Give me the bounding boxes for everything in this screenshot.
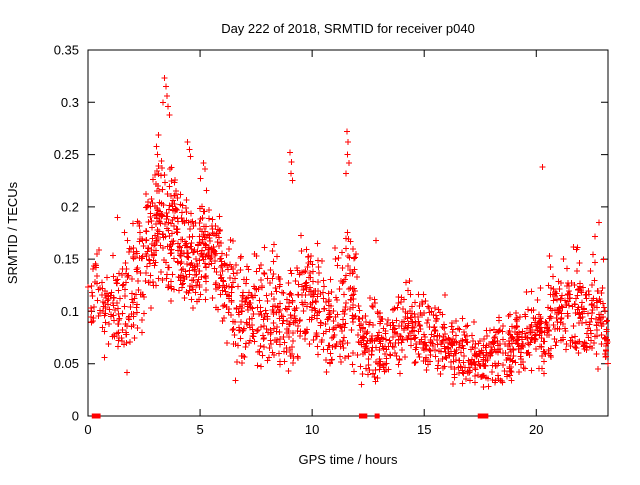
data-points [85,75,611,390]
y-tick-label: 0.2 [61,199,79,214]
y-tick-label: 0.15 [54,252,79,267]
y-tick-label: 0.25 [54,147,79,162]
y-tick-label: 0.3 [61,95,79,110]
x-tick-label: 15 [417,422,431,437]
baseline-square-marker [483,413,489,419]
x-tick-label: 20 [529,422,543,437]
baseline-square-marker [374,413,380,419]
plot-border [87,49,609,417]
y-tick-labels: 0 0.05 0.1 0.15 0.2 0.25 0.3 0.35 [54,43,79,424]
x-tick-label: 0 [84,422,91,437]
x-tick-labels: 0 5 10 15 20 [84,422,543,437]
y-axis-label: SRMTID / TECUs [5,181,20,284]
baseline-square-marker [358,413,364,419]
y-tick-label: 0.05 [54,356,79,371]
x-tick-label: 10 [305,422,319,437]
baseline-square-marker [91,413,97,419]
y-tick-label: 0 [72,409,79,424]
chart-title: Day 222 of 2018, SRMTID for receiver p04… [221,21,475,36]
x-axis-label: GPS time / hours [299,452,398,467]
baseline-squares [91,413,489,419]
baseline-square-marker [95,413,101,419]
x-tick-label: 5 [196,422,203,437]
y-tick-label: 0.35 [54,43,79,58]
y-tick-label: 0.1 [61,304,79,319]
baseline-square-marker [362,413,368,419]
